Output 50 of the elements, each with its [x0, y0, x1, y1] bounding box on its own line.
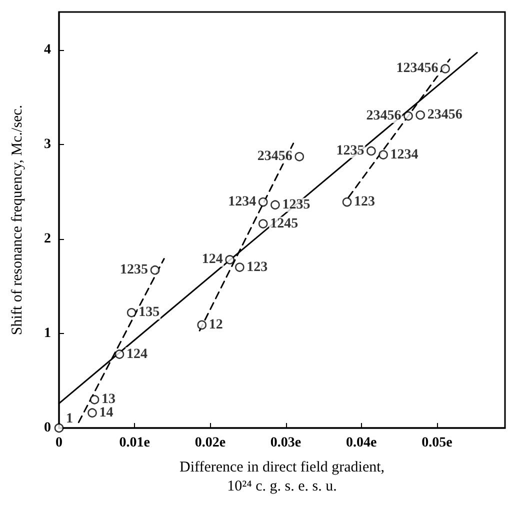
x-tick-label: 0.01e	[119, 436, 150, 450]
point	[416, 110, 425, 120]
annotation: 1235	[336, 143, 364, 158]
annotation: 135	[138, 305, 160, 320]
annotation: 1235	[120, 262, 148, 278]
annotation: 23456	[427, 108, 462, 123]
y-tick-label: 1	[44, 326, 51, 341]
x-tick-label: 0.02e	[194, 436, 226, 450]
annotation: 124	[126, 346, 148, 362]
point	[150, 265, 160, 275]
point	[114, 350, 124, 359]
point	[440, 64, 450, 74]
point	[366, 146, 376, 156]
point	[258, 197, 268, 207]
annotation: 1	[66, 412, 73, 426]
point	[378, 150, 388, 160]
point	[270, 200, 280, 210]
point	[404, 111, 413, 121]
x-tick-label: 0.05e	[422, 436, 452, 450]
annotation: 123456	[396, 61, 438, 76]
y-axis-title: Shift of resonance frequency, Mc./sec.	[10, 104, 26, 336]
annotation: 23456	[366, 108, 402, 124]
x-tick-label: 0.03e	[270, 436, 302, 450]
point	[88, 408, 97, 418]
annotation: 1235	[282, 197, 310, 212]
y-tick-label: 0	[44, 420, 51, 436]
annotation: 13	[102, 392, 116, 408]
annotation: 12	[208, 317, 223, 332]
annotation: 14	[99, 405, 114, 420]
y-tick-label: 2	[44, 231, 51, 246]
point	[90, 394, 100, 404]
y-tick-label: 4	[44, 42, 51, 58]
point	[235, 262, 244, 272]
x-tick-label: 0.04e	[346, 436, 377, 450]
point	[342, 197, 352, 207]
point	[225, 255, 234, 264]
y-tick-label: 3	[44, 136, 51, 152]
annotation: 1234	[390, 147, 418, 162]
point	[258, 219, 268, 228]
annotation: 123	[246, 260, 268, 275]
point	[126, 308, 136, 318]
annotation: 123	[354, 194, 376, 210]
annotation: 1245	[270, 216, 298, 232]
x-axis-title: Difference in direct field gradient, 10²⁴ c. g. s. e. s. u.	[179, 460, 385, 494]
point	[197, 320, 207, 330]
annotation: 124	[202, 252, 223, 268]
point	[294, 152, 304, 162]
x-tick-label: 0	[56, 436, 62, 450]
annotation: 23456	[257, 149, 292, 164]
annotation: 1234	[228, 194, 256, 210]
